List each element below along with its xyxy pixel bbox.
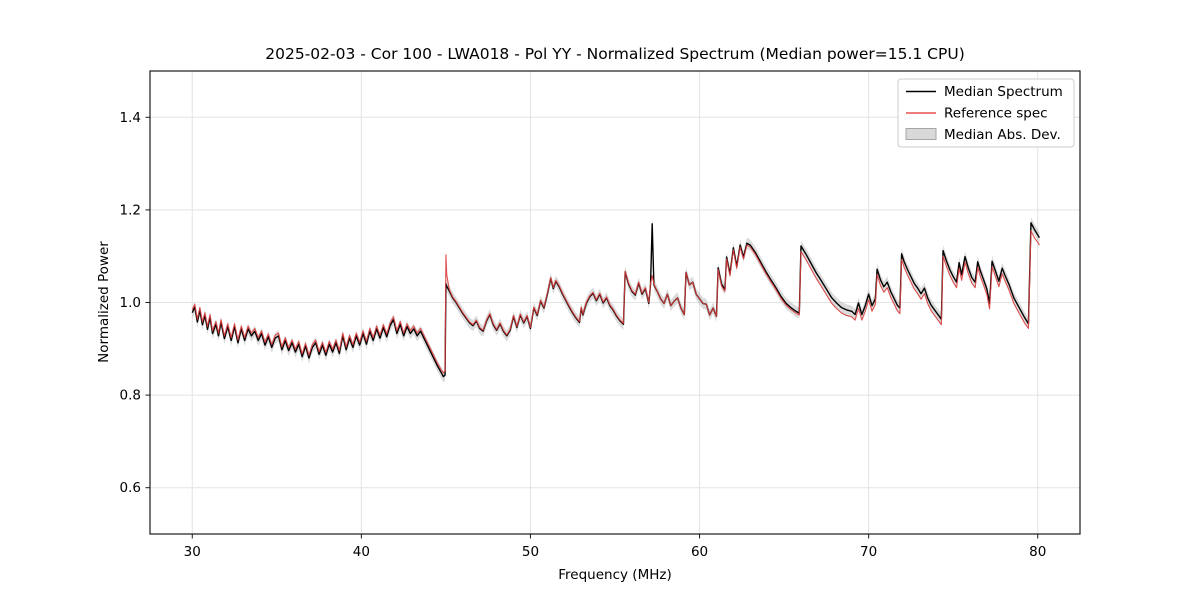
legend-label-median: Median Spectrum bbox=[944, 84, 1063, 100]
y-tick-label: 1.4 bbox=[120, 110, 141, 126]
x-tick-label: 70 bbox=[860, 544, 877, 560]
y-tick-label: 0.6 bbox=[120, 480, 141, 496]
reference-spec-line bbox=[191, 230, 1040, 374]
chart-title: 2025-02-03 - Cor 100 - LWA018 - Pol YY -… bbox=[265, 45, 965, 63]
y-tick-label: 1.0 bbox=[120, 295, 141, 311]
axis-ticks: 30 40 50 60 70 80 0.6 0.8 1.0 1.2 1.4 bbox=[120, 110, 1047, 560]
legend-box bbox=[897, 78, 1075, 148]
legend-label-mad: Median Abs. Dev. bbox=[944, 127, 1061, 143]
x-tick-label: 80 bbox=[1029, 544, 1046, 560]
legend-mad-patch-sample bbox=[905, 128, 937, 140]
legend-label-reference: Reference spec bbox=[944, 106, 1048, 122]
legend: Median Spectrum Reference spec Median Ab… bbox=[897, 78, 1075, 148]
x-axis-label: Frequency (MHz) bbox=[558, 567, 671, 583]
x-tick-label: 60 bbox=[691, 544, 708, 560]
y-tick-label: 0.8 bbox=[120, 388, 141, 404]
y-tick-label: 1.2 bbox=[120, 202, 141, 218]
y-axis-label: Normalized Power bbox=[96, 241, 112, 363]
x-tick-label: 40 bbox=[353, 544, 370, 560]
x-tick-label: 30 bbox=[184, 544, 201, 560]
x-tick-label: 50 bbox=[522, 544, 539, 560]
